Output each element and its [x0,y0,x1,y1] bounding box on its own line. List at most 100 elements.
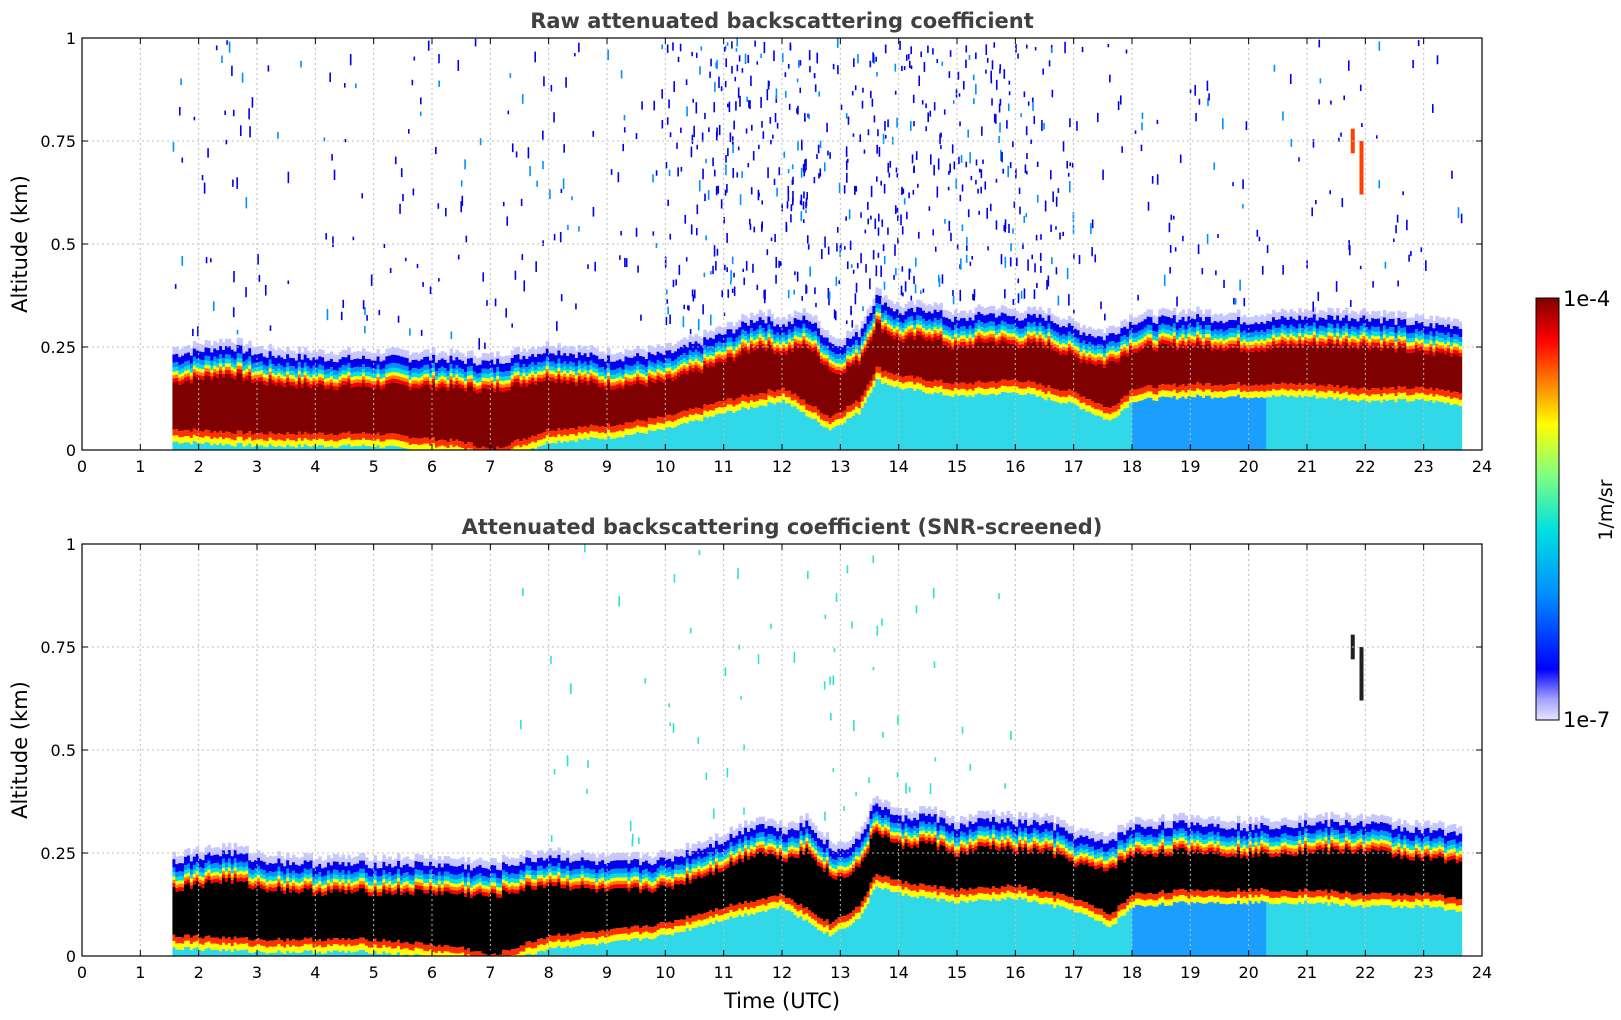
noise-return [610,169,613,175]
heatmap-cell [639,420,643,427]
heatmap-cell [1146,329,1151,334]
heatmap-cell [1231,333,1235,338]
noise-return [948,71,951,78]
heatmap-cell [1397,326,1401,332]
heatmap-cell [1114,405,1119,412]
heatmap-cell [887,315,891,320]
heatmap-cell [1006,315,1011,325]
heatmap-cell [1018,388,1022,395]
heatmap-cell [1210,340,1215,344]
heatmap-cell [467,386,471,443]
heatmap-cell [767,395,771,402]
heatmap-cell [1053,347,1057,351]
heatmap-cell [887,319,891,325]
heatmap-cell [1272,337,1276,342]
heatmap-cell [198,368,203,373]
heatmap-cell [542,377,547,381]
heatmap-cell [1315,313,1320,321]
heatmap-cell [1406,395,1410,402]
heatmap-cell [493,364,497,373]
heatmap-cell [1447,402,1451,450]
heatmap-cell [895,317,900,323]
noise-return [714,81,716,92]
heatmap-cell [712,362,716,367]
heatmap-cell [720,327,725,335]
heatmap-cell [910,381,914,388]
heatmap-cell [1129,349,1133,391]
heatmap-cell [1204,325,1209,331]
heatmap-cell [399,377,404,381]
heatmap-cell [656,422,661,429]
heatmap-cell [303,367,308,372]
heatmap-cell [863,390,868,397]
heatmap-cell [892,311,897,320]
heatmap-cell [907,326,911,330]
heatmap-cell [385,445,389,450]
heatmap-cell [1073,398,1078,405]
heatmap-cell [239,362,244,367]
heatmap-cell [595,373,599,377]
heatmap-cell [761,312,766,320]
heatmap-cell [755,401,760,408]
noise-return [465,235,468,243]
heatmap-cell [744,336,748,341]
heatmap-cell [303,375,308,379]
heatmap-cell [913,304,917,313]
heatmap-cell [621,353,626,362]
heatmap-cell [397,348,401,356]
noise-return [724,45,727,50]
heatmap-cell [621,374,626,379]
heatmap-cell [1210,322,1215,332]
heatmap-cell [376,377,381,381]
heatmap-cell [187,373,191,377]
heatmap-cell [618,376,623,380]
heatmap-cell [607,355,611,364]
heatmap-cell [752,346,757,351]
heatmap-cell [758,309,763,318]
heatmap-cell [1382,399,1387,450]
heatmap-cell [1155,337,1159,342]
heatmap-cell [942,317,946,326]
heatmap-cell [1385,348,1390,389]
heatmap-cell [1234,383,1238,391]
heatmap-cell [297,377,302,382]
heatmap-cell [884,376,888,383]
heatmap-cell [1257,398,1261,450]
heatmap-cell [1167,330,1171,335]
heatmap-cell [259,366,264,371]
heatmap-cell [1245,337,1250,342]
heatmap-cell [1312,389,1317,396]
heatmap-cell [1315,386,1320,393]
heatmap-cell [1050,334,1054,339]
heatmap-cell [1257,337,1261,342]
heatmap-cell [1006,333,1011,337]
heatmap-cell [1134,402,1139,450]
heatmap-cell [1365,401,1369,450]
heatmap-cell [837,412,841,419]
heatmap-cell [560,430,564,437]
heatmap-cell [481,352,486,361]
heatmap-cell [1315,333,1320,338]
heatmap-cell [685,370,690,375]
heatmap-cell [954,337,958,341]
heatmap-cell [1018,394,1022,450]
heatmap-cell [1362,393,1366,400]
heatmap-cell [744,315,748,323]
heatmap-cell [1018,320,1022,329]
heatmap-cell [714,348,719,353]
heatmap-cell [566,379,570,384]
heatmap-cell [1330,333,1334,337]
heatmap-cell [1452,339,1457,344]
heatmap-cell [528,443,532,450]
heatmap-cell [1417,350,1422,388]
heatmap-cell [1333,328,1337,333]
heatmap-cell [1420,335,1425,340]
heatmap-cell [671,415,675,422]
heatmap-cell [277,368,281,373]
heatmap-cell [1423,350,1428,354]
heatmap-cell [539,362,544,368]
heatmap-cell [811,412,815,419]
heatmap-cell [1012,324,1016,330]
heatmap-cell [329,379,334,383]
heatmap-cell [980,337,984,342]
